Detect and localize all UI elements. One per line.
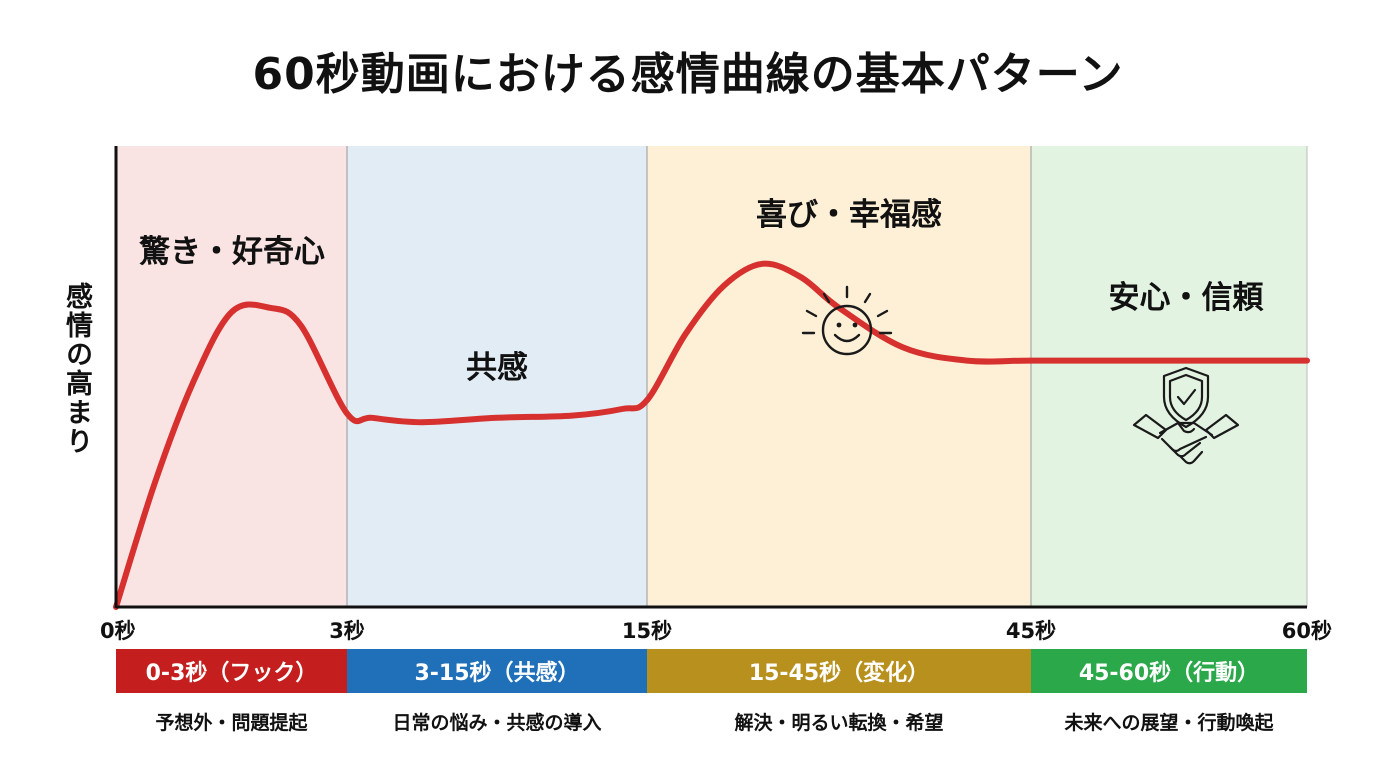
x-tick-label: 3秒 bbox=[329, 619, 365, 643]
emotion-curve-line bbox=[113, 260, 1310, 610]
phase-emotion-label: 驚き・好奇心 bbox=[139, 234, 325, 270]
x-tick-label: 45秒 bbox=[1006, 619, 1056, 643]
phase-description-1: 予想外・問題提起 bbox=[155, 711, 308, 734]
phase-emotion-label: 安心・信頼 bbox=[1109, 280, 1265, 316]
phase-background-2 bbox=[347, 146, 647, 607]
chart-title: 60秒動画における感情曲線の基本パターン bbox=[252, 49, 1124, 100]
phase-background-1 bbox=[116, 146, 347, 607]
x-tick-label: 60秒 bbox=[1282, 619, 1332, 643]
shield-handshake-icon bbox=[1132, 366, 1240, 465]
phase-bar-3: 15-45秒（変化） bbox=[647, 649, 1031, 693]
phase-background-3 bbox=[647, 146, 1031, 607]
smiling-sun-icon bbox=[801, 285, 893, 356]
phase-bar-4: 45-60秒（行動） bbox=[1031, 649, 1307, 693]
phase-emotion-label: 共感 bbox=[466, 350, 528, 386]
phase-description-3: 解決・明るい転換・希望 bbox=[734, 711, 944, 734]
phase-bar-2: 3-15秒（共感） bbox=[347, 649, 647, 693]
phase-background-4 bbox=[1031, 146, 1307, 607]
phase-description-2: 日常の悩み・共感の導入 bbox=[392, 711, 602, 734]
x-tick-label: 15秒 bbox=[622, 619, 672, 643]
y-axis-label: 感情の高まり bbox=[61, 282, 92, 456]
phase-bar-1: 0-3秒（フック） bbox=[116, 649, 347, 693]
phase-description-4: 未来への展望・行動喚起 bbox=[1064, 711, 1274, 734]
phase-emotion-label: 喜び・幸福感 bbox=[756, 197, 942, 233]
x-tick-label: 0秒 bbox=[100, 619, 136, 643]
